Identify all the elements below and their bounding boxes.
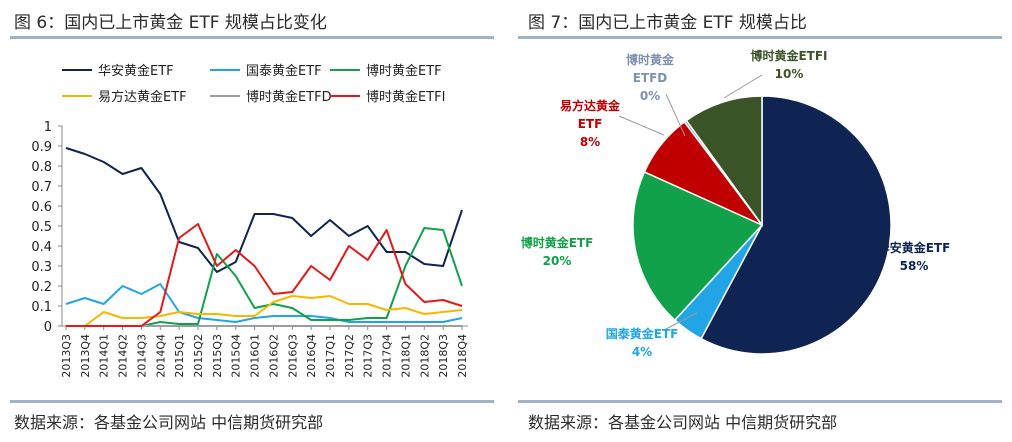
slice-percent-label: 8% — [580, 135, 600, 149]
line-chart-panel: 图 6：国内已上市黄金 ETF 规模占比变化 华安黄金ETF 国泰黄金ETF 博时黄… — [0, 0, 500, 442]
slice-label: 易方达黄金 — [560, 98, 621, 113]
x-tick-label: 2015Q4 — [230, 334, 243, 378]
pie-slice — [685, 95, 763, 228]
legend-label: 博时黄金ETFI — [366, 89, 445, 105]
slice-percent-label: 10% — [775, 67, 804, 81]
slice-label: 博时黄金ETF — [521, 235, 594, 250]
legend-label: 国泰黄金ETF — [246, 63, 322, 79]
y-tick-label: 0.6 — [31, 200, 52, 215]
figure-6-source: 数据来源：各基金公司网站 中信期货研究部 — [14, 413, 324, 432]
x-tick-label: 2014Q2 — [117, 334, 130, 378]
y-tick-label: 0.3 — [31, 260, 52, 275]
y-tick-label: 0.7 — [31, 180, 52, 195]
pie-slice — [700, 95, 892, 355]
series-line — [65, 283, 463, 323]
slice-label-line2: ETFD — [633, 71, 668, 85]
slice-label: 博时黄金ETFI — [750, 48, 827, 63]
x-tick-label: 2018Q4 — [456, 334, 469, 378]
source-rule — [10, 400, 494, 403]
x-tick-label: 2017Q2 — [343, 334, 356, 378]
x-tick-label: 2018Q2 — [418, 334, 431, 378]
x-tick-label: 2013Q3 — [60, 334, 73, 378]
x-tick-label: 2017Q1 — [324, 334, 337, 378]
x-tick-label: 2018Q3 — [437, 334, 450, 378]
x-tick-label: 2017Q3 — [362, 334, 375, 378]
legend-label: 博时黄金ETF — [366, 63, 442, 79]
x-tick-label: 2016Q2 — [267, 334, 280, 378]
figure-7-source: 数据来源：各基金公司网站 中信期货研究部 — [528, 413, 838, 432]
line-chart: 华安黄金ETF 国泰黄金ETF 博时黄金ETF 易方达黄金ETF 博时黄金ETFD 博时黄… — [31, 63, 469, 378]
y-tick-label: 0.2 — [31, 280, 52, 295]
y-tick-label: 0.4 — [31, 240, 52, 255]
series-line — [66, 295, 463, 327]
slice-percent-label: 4% — [632, 345, 652, 359]
x-tick-label: 2014Q3 — [135, 334, 148, 378]
leader-line — [663, 312, 698, 331]
legend-label: 博时黄金ETFD — [246, 89, 332, 105]
slice-percent-label: 20% — [543, 254, 572, 268]
x-tick-label: 2018Q1 — [399, 334, 412, 378]
series-line — [66, 223, 463, 327]
figure-7-title: 图 7：国内已上市黄金 ETF 规模占比 — [528, 13, 807, 33]
x-tick-label: 2016Q4 — [305, 334, 318, 378]
x-tick-label: 2017Q4 — [381, 334, 394, 378]
y-tick-label: 0 — [44, 320, 52, 335]
x-tick-label: 2015Q1 — [173, 334, 186, 378]
slice-label-line2: ETF — [578, 117, 603, 131]
source-rule — [518, 400, 1002, 403]
leader-line — [665, 93, 686, 137]
y-tick-label: 0.5 — [31, 220, 52, 235]
legend-label: 华安黄金ETF — [98, 63, 174, 79]
figure-6-title: 图 6：国内已上市黄金 ETF 规模占比变化 — [14, 13, 327, 33]
y-tick-label: 1 — [44, 120, 52, 135]
pie-chart: 华安黄金ETF 58% 国泰黄金ETF 4% 博时黄金ETF 20% 易方达黄金 ETF 8% 博… — [521, 48, 951, 359]
title-rule — [10, 36, 494, 39]
x-tick-label: 2013Q4 — [79, 334, 92, 378]
legend-label: 易方达黄金ETF — [98, 89, 187, 105]
y-tick-label: 0.8 — [31, 160, 52, 175]
slice-label: 国泰黄金ETF — [606, 326, 679, 341]
pie-chart-panel: 图 7：国内已上市黄金 ETF 规模占比 华安黄金ETF 58% 国泰黄金ETF 4%… — [514, 0, 1012, 442]
slice-label: 博时黄金 — [626, 52, 675, 67]
series-line — [65, 147, 463, 273]
y-tick-label: 0.1 — [31, 300, 52, 315]
slice-label: 华安黄金ETF — [878, 240, 951, 255]
leader-line — [618, 115, 665, 136]
title-rule — [518, 36, 1002, 39]
x-tick-label: 2014Q4 — [154, 334, 167, 378]
x-tick-label: 2016Q3 — [286, 334, 299, 378]
pie-slice — [632, 170, 764, 322]
x-tick-label: 2015Q3 — [211, 334, 224, 378]
slice-percent-label: 58% — [900, 259, 929, 273]
leader-line — [723, 74, 763, 99]
x-tick-label: 2015Q2 — [192, 334, 205, 378]
slice-percent-label: 0% — [640, 89, 660, 103]
x-tick-label: 2016Q1 — [249, 334, 262, 378]
y-tick-label: 0.9 — [31, 140, 52, 155]
x-tick-label: 2014Q1 — [98, 334, 111, 378]
